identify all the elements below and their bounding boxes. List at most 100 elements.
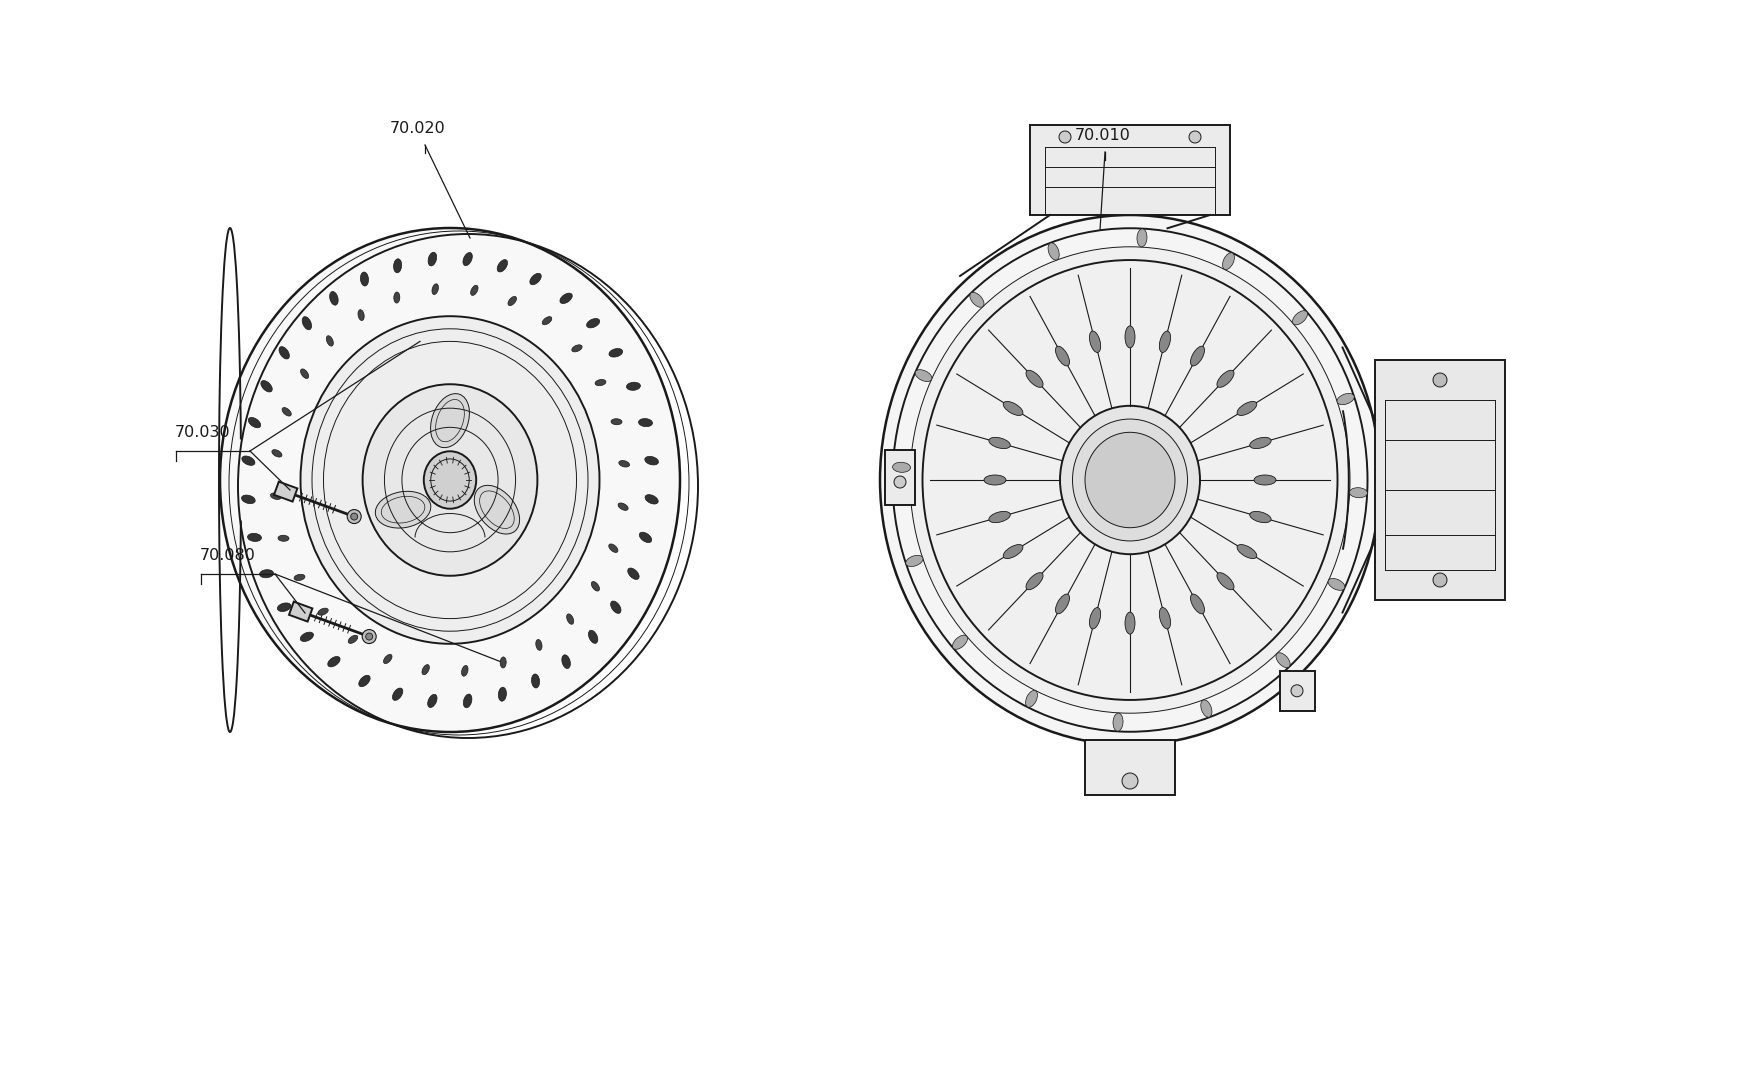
Ellipse shape: [984, 475, 1005, 485]
Circle shape: [1433, 373, 1447, 387]
Ellipse shape: [588, 630, 598, 643]
Text: 70.080: 70.080: [200, 548, 256, 563]
Ellipse shape: [282, 408, 290, 416]
Ellipse shape: [278, 347, 289, 358]
Ellipse shape: [1158, 608, 1170, 629]
Ellipse shape: [294, 575, 304, 581]
Ellipse shape: [536, 640, 543, 651]
Ellipse shape: [1292, 310, 1306, 325]
Polygon shape: [289, 601, 313, 622]
Circle shape: [348, 509, 362, 523]
Ellipse shape: [1349, 488, 1367, 498]
Ellipse shape: [278, 535, 289, 541]
Ellipse shape: [909, 247, 1349, 714]
Ellipse shape: [1216, 572, 1233, 590]
Ellipse shape: [428, 694, 436, 707]
Ellipse shape: [329, 291, 337, 305]
Ellipse shape: [1026, 572, 1042, 590]
Ellipse shape: [619, 460, 630, 467]
Ellipse shape: [301, 369, 308, 379]
Ellipse shape: [1223, 253, 1233, 270]
Ellipse shape: [1216, 370, 1233, 387]
Ellipse shape: [271, 449, 282, 457]
Ellipse shape: [1254, 475, 1275, 485]
Ellipse shape: [638, 532, 652, 542]
Ellipse shape: [497, 260, 508, 272]
Ellipse shape: [1189, 594, 1203, 614]
Ellipse shape: [247, 533, 261, 541]
Ellipse shape: [1236, 545, 1256, 559]
Ellipse shape: [567, 614, 574, 624]
FancyBboxPatch shape: [1029, 125, 1229, 215]
Ellipse shape: [463, 694, 471, 707]
Ellipse shape: [242, 456, 256, 465]
Ellipse shape: [277, 602, 290, 611]
FancyBboxPatch shape: [1085, 740, 1174, 795]
Ellipse shape: [1026, 370, 1042, 387]
Ellipse shape: [1189, 347, 1203, 366]
Ellipse shape: [1113, 713, 1122, 731]
Ellipse shape: [358, 309, 363, 321]
Circle shape: [894, 476, 906, 488]
Ellipse shape: [303, 317, 311, 330]
Ellipse shape: [348, 636, 358, 643]
Ellipse shape: [951, 636, 967, 649]
Ellipse shape: [915, 369, 932, 382]
Ellipse shape: [463, 253, 471, 265]
Ellipse shape: [431, 284, 438, 294]
Ellipse shape: [393, 292, 400, 303]
Ellipse shape: [1059, 406, 1200, 554]
Ellipse shape: [1327, 579, 1344, 591]
Circle shape: [1122, 773, 1137, 789]
Ellipse shape: [430, 394, 470, 447]
Ellipse shape: [1056, 594, 1069, 614]
Ellipse shape: [242, 495, 256, 504]
Ellipse shape: [259, 569, 273, 578]
Ellipse shape: [609, 544, 617, 552]
Circle shape: [351, 513, 358, 520]
Ellipse shape: [1047, 243, 1059, 260]
Ellipse shape: [1085, 432, 1174, 528]
Ellipse shape: [393, 688, 402, 701]
Ellipse shape: [360, 272, 369, 286]
Ellipse shape: [609, 349, 623, 357]
Circle shape: [1433, 574, 1447, 587]
Ellipse shape: [562, 655, 570, 669]
Ellipse shape: [261, 381, 271, 392]
Ellipse shape: [892, 462, 909, 472]
Ellipse shape: [880, 215, 1379, 745]
Ellipse shape: [301, 632, 313, 642]
Ellipse shape: [638, 418, 652, 427]
Ellipse shape: [428, 253, 436, 266]
Ellipse shape: [270, 493, 282, 500]
Ellipse shape: [1275, 653, 1289, 668]
Ellipse shape: [530, 273, 541, 285]
Ellipse shape: [461, 666, 468, 676]
Ellipse shape: [1024, 690, 1036, 707]
Ellipse shape: [1071, 419, 1186, 541]
Ellipse shape: [358, 675, 370, 687]
FancyBboxPatch shape: [1374, 360, 1504, 600]
Ellipse shape: [1089, 608, 1101, 629]
FancyBboxPatch shape: [1280, 671, 1315, 710]
Ellipse shape: [1249, 511, 1271, 522]
Ellipse shape: [530, 674, 539, 688]
Ellipse shape: [393, 259, 402, 273]
Ellipse shape: [1236, 401, 1256, 415]
Circle shape: [1059, 131, 1071, 143]
Ellipse shape: [1125, 612, 1134, 635]
Circle shape: [1188, 131, 1200, 143]
Ellipse shape: [249, 417, 261, 428]
Ellipse shape: [591, 581, 600, 591]
FancyBboxPatch shape: [885, 450, 915, 505]
Ellipse shape: [586, 319, 600, 327]
Ellipse shape: [988, 438, 1010, 448]
Ellipse shape: [572, 345, 583, 352]
Circle shape: [1290, 685, 1303, 697]
Circle shape: [362, 629, 376, 643]
Ellipse shape: [1158, 331, 1170, 352]
Ellipse shape: [617, 503, 628, 510]
Ellipse shape: [1336, 394, 1353, 404]
Ellipse shape: [1003, 401, 1023, 415]
Ellipse shape: [327, 336, 334, 346]
